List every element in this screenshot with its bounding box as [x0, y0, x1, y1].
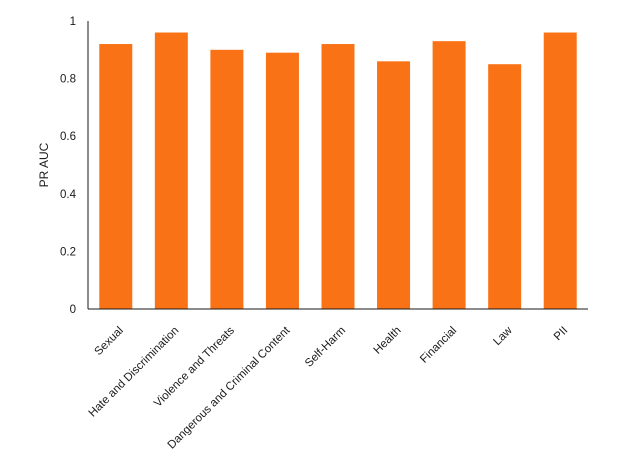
x-category-label: Hate and Discrimination: [87, 325, 182, 420]
x-category-label: Health: [372, 325, 404, 357]
y-tick-label: 0.2: [60, 246, 76, 258]
y-tick-label: 0.6: [60, 131, 76, 143]
y-tick-label: 0.4: [60, 189, 77, 201]
bar: [265, 52, 299, 310]
bars-group: [99, 32, 577, 310]
y-axis-label: PR AUC: [37, 142, 51, 187]
x-category-label: PII: [552, 325, 570, 343]
bar: [99, 44, 133, 309]
x-category-label: Law: [491, 324, 515, 348]
bar: [154, 32, 188, 310]
bar: [377, 61, 411, 309]
y-tick-label: 0: [70, 304, 76, 316]
x-category-label: Self-Harm: [303, 325, 348, 370]
y-tick-label: 0.8: [60, 74, 76, 86]
bar: [543, 32, 577, 310]
bar: [321, 44, 355, 309]
y-axis-ticks: 0 0.2 0.4 0.6 0.8 1: [60, 16, 77, 316]
x-category-label: Financial: [418, 325, 459, 366]
bar: [432, 41, 466, 309]
bar: [488, 64, 522, 309]
bar: [210, 49, 244, 310]
y-tick-label: 1: [70, 16, 76, 28]
x-category-label: Dangerous and Criminal Content: [166, 324, 293, 451]
x-category-label: Sexual: [93, 325, 126, 358]
